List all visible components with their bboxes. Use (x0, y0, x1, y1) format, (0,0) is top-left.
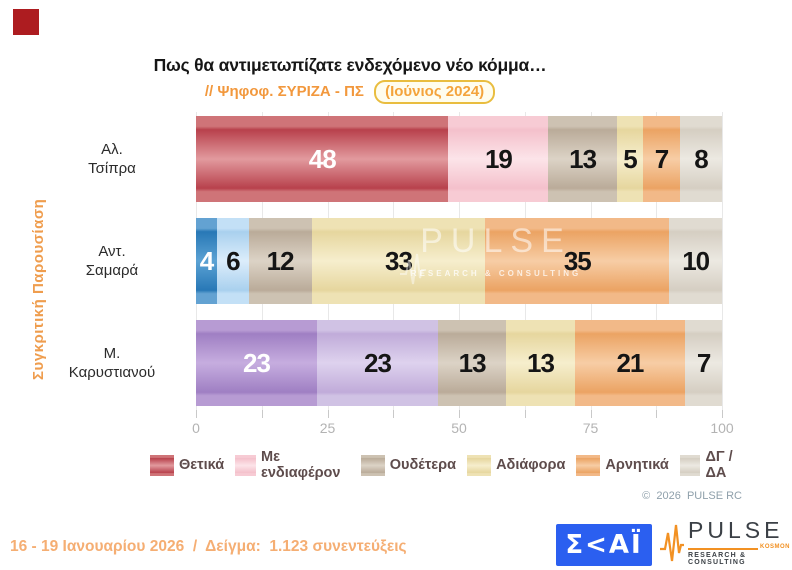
legend-item: Ουδέτερα (360, 454, 457, 476)
fieldwork-text: 16 - 19 Ιανουαρίου 2026 / Δείγμα: 1.123 … (10, 538, 407, 555)
subtitle-date-badge: (Ιούνιος 2024) (374, 80, 496, 104)
bar-segment: 13 (548, 116, 617, 202)
axis-tick (393, 410, 395, 418)
bar-segment: 7 (685, 320, 722, 406)
legend: Θετικά Με ενδιαφέρον Ουδέτερα Αδιάφορα Αρνητ… (150, 449, 750, 481)
legend-label: Αδιάφορα (496, 457, 566, 473)
plot-area: 48 19 13 5 7 8 4 6 12 33 35 10 23 23 13 13 21 7 (196, 112, 723, 410)
legend-swatch (150, 454, 174, 476)
bar-row: 23 23 13 13 21 7 (196, 320, 722, 406)
legend-label: Αρνητικά (605, 457, 669, 473)
axis-tick (524, 410, 526, 418)
legend-swatch (576, 454, 601, 476)
bar-segment: 10 (669, 218, 722, 304)
bar-segment: 33 (311, 218, 486, 304)
subtitle-prefix: // Ψηφοφ. ΣΥΡΙΖΑ - ΠΣ (204, 83, 364, 100)
bar-segment: 6 (217, 218, 249, 304)
bar-segment: 13 (506, 320, 575, 406)
bar-segment: 4 (196, 218, 218, 304)
skai-logo: Σ<ΑΪ (556, 524, 652, 566)
bar-segment: 13 (437, 320, 507, 406)
axis-tick (656, 410, 658, 418)
bar-segment: 35 (485, 218, 670, 304)
bar-segment: 19 (448, 116, 549, 202)
category-label: Αλ. Τσίπρα (36, 116, 188, 202)
category-label-line: Τσίπρα (88, 160, 136, 177)
legend-swatch (235, 454, 256, 476)
bar-segment: 48 (196, 116, 449, 202)
bar-segment: 5 (616, 116, 644, 202)
category-label-line: Καρυστιανού (68, 364, 156, 381)
bar-row: 4 6 12 33 35 10 (196, 218, 722, 304)
skai-logo-text: Σ<ΑΪ (565, 530, 643, 560)
legend-swatch (360, 454, 385, 476)
bar-segment: 21 (574, 320, 686, 406)
axis-tick-label: 75 (582, 420, 599, 436)
legend-swatch (679, 454, 701, 476)
legend-label: Με ενδιαφέρον (260, 449, 341, 481)
gridline (722, 112, 723, 410)
legend-item: Αρνητικά (576, 454, 669, 476)
category-label-line: Αντ. (98, 242, 126, 260)
legend-swatch (467, 454, 492, 476)
bar-segment: 23 (196, 320, 317, 406)
x-axis: 0 25 50 75 100 (192, 410, 734, 444)
pulse-logo: PULSE KOSMON RESEARCH & CONSULTING (660, 519, 790, 566)
legend-label: Θετικά (179, 457, 225, 473)
bars-layer: 48 19 13 5 7 8 4 6 12 33 35 10 23 23 13 13 21 7 (196, 116, 722, 422)
axis-tick (722, 410, 723, 418)
legend-item: Θετικά (150, 454, 225, 476)
category-label-line: Αλ. (101, 140, 123, 158)
chart-title: Πως θα αντιμετωπίζατε ενδεχόμενο νέο κόμ… (153, 55, 547, 75)
category-label-line: Μ. (103, 344, 121, 362)
axis-tick-label: 0 (192, 420, 200, 436)
pulse-logo-divider: KOSMON (688, 544, 790, 550)
axis-tick (327, 410, 329, 418)
axis-tick (459, 410, 460, 418)
legend-item: ΔΓ / ΔΑ (679, 449, 750, 481)
axis-tick-label: 50 (451, 420, 467, 436)
pulse-kosmon-text: KOSMON (760, 544, 790, 550)
pulse-waveform-icon (660, 524, 684, 561)
corner-red-square (13, 9, 39, 35)
legend-label: Ουδέτερα (389, 457, 457, 473)
axis-tick (590, 410, 592, 418)
pulse-orange-line (688, 548, 758, 550)
pulse-logo-text: PULSE (688, 517, 784, 543)
legend-item: Αδιάφορα (467, 454, 566, 476)
legend-label: ΔΓ / ΔΑ (705, 449, 733, 481)
pulse-logo-subtext: RESEARCH & CONSULTING (688, 552, 747, 566)
copyright-text: © 2026 PULSE RC (642, 490, 742, 502)
legend-item: Με ενδιαφέρον (235, 449, 350, 481)
bar-row: 48 19 13 5 7 8 (196, 116, 722, 202)
axis-tick (196, 410, 197, 418)
bar-segment: 8 (679, 116, 722, 202)
bar-segment: 23 (316, 320, 438, 406)
category-label-line: Σαμαρά (85, 262, 139, 279)
axis-tick-label: 100 (710, 420, 734, 436)
bar-segment: 7 (643, 116, 680, 202)
category-label: Μ. Καρυστιανού (36, 320, 188, 406)
category-label: Αντ. Σαμαρά (36, 218, 188, 304)
chart-subtitle: // Ψηφοφ. ΣΥΡΙΖΑ - ΠΣ (Ιούνιος 2024) (110, 80, 590, 104)
axis-tick-label: 25 (319, 420, 336, 436)
bar-segment: 12 (248, 218, 312, 304)
axis-tick (261, 410, 263, 418)
